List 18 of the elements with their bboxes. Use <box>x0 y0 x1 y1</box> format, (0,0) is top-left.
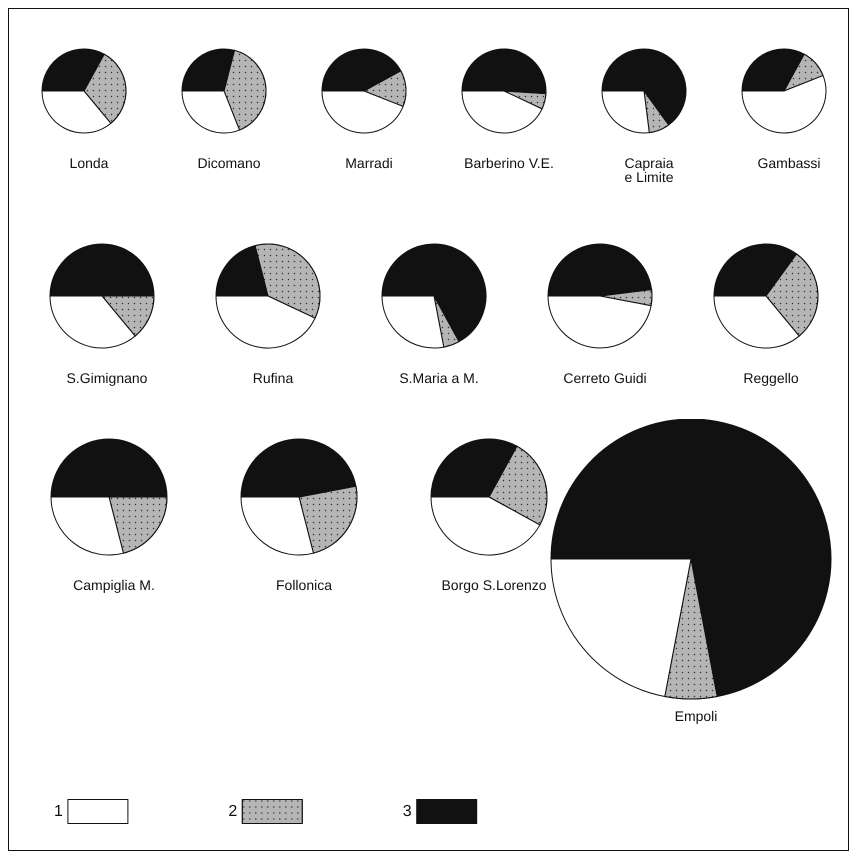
legend-label: 1 <box>54 803 63 820</box>
legend-label: 2 <box>228 803 238 820</box>
text: Gambassi <box>757 155 821 171</box>
text: Empoli <box>674 708 718 724</box>
text: Borgo S.Lorenzo <box>441 577 547 593</box>
text: Reggello <box>743 370 799 386</box>
text: Marradi <box>345 155 393 171</box>
text: Follonica <box>276 577 332 593</box>
text: Campiglia M. <box>73 577 155 593</box>
legend-label: 3 <box>402 803 412 820</box>
text: S.Maria a M. <box>399 370 479 386</box>
text: Cerreto Guidi <box>563 370 647 386</box>
text: Londa <box>70 155 109 171</box>
text: Dicomano <box>197 155 261 171</box>
text: Capraia e Limite <box>624 155 674 185</box>
text: Barberino V.E. <box>464 155 554 171</box>
text: Rufina <box>252 370 294 386</box>
text: S.Gimignano <box>66 370 148 386</box>
